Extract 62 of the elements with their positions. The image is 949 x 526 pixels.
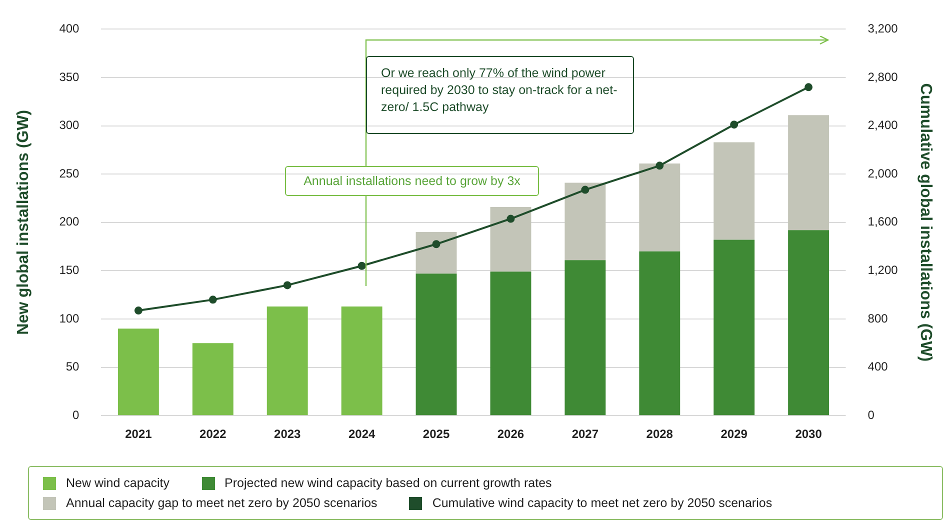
x-tick-label: 2025: [422, 427, 450, 442]
bar: [118, 328, 159, 416]
x-tick-label: 2030: [795, 427, 822, 442]
y2-tick-label: 3,200: [868, 22, 898, 36]
y-tick-label: 150: [59, 263, 80, 278]
legend-label: Projected new wind capacity based on current growth rates: [224, 476, 552, 490]
bar: [564, 260, 606, 416]
y2-tick-label: 2,000: [868, 166, 898, 180]
y-tick-label: 0: [72, 408, 80, 422]
x-tick-label: 2026: [497, 427, 524, 442]
point: [804, 83, 813, 92]
annotation: Annual installations need to grow by 3x: [285, 166, 539, 196]
x-tick-label: 2024: [348, 427, 376, 442]
point: [656, 162, 664, 170]
y2-tick-label: 1,600: [868, 214, 898, 229]
point: [506, 214, 515, 223]
y-tick-label: 100: [59, 311, 80, 326]
point: [283, 281, 292, 290]
y-tick-label: 250: [59, 166, 80, 180]
y2-tick-label: 2,800: [868, 70, 898, 84]
y-tick-label: 350: [59, 70, 80, 84]
legend-label: New wind capacity: [66, 476, 170, 490]
bar: [192, 343, 234, 416]
x-tick-label: 2028: [646, 427, 674, 442]
point: [134, 306, 142, 315]
bar: [788, 115, 830, 230]
point: [358, 262, 366, 270]
y2-tick-label: 800: [868, 311, 888, 326]
point: [730, 120, 738, 129]
y2-tick-label: 0: [868, 408, 875, 422]
legend-label: Cumulative wind capacity to meet net zero by 2050 scenarios: [432, 496, 772, 510]
bar: [639, 251, 680, 416]
bar: [714, 240, 755, 416]
point: [581, 186, 590, 194]
y-tick-label: 50: [66, 360, 80, 374]
bar: [490, 206, 532, 272]
y-tick-label: 200: [59, 214, 80, 229]
bar: [341, 306, 382, 416]
x-tick-label: 2022: [200, 427, 227, 442]
x-tick-label: 2021: [125, 427, 152, 442]
annotation: Or we reach only 77% of the wind power required by 2030 to stay on-track for a net-zero/ 1.5C pathway: [366, 56, 634, 134]
bar: [788, 230, 830, 416]
y2-tick-label: 400: [868, 360, 888, 374]
bar: [416, 274, 457, 416]
bar: [416, 232, 457, 274]
bar: [564, 182, 606, 260]
y2-tick-label: 2,400: [868, 118, 898, 132]
x-tick-label: 2023: [274, 427, 302, 442]
y-axis-title: New global installations (GW): [15, 110, 32, 335]
y-tick-label: 300: [59, 118, 80, 132]
point: [208, 296, 217, 304]
legend-label: Annual capacity gap to meet net zero by 2050 scenarios: [66, 496, 378, 510]
y2-tick-label: 1,200: [868, 263, 898, 278]
bar: [639, 163, 680, 252]
y2-axis-title: Cumulative global installations (GW): [916, 83, 934, 362]
x-tick-label: 2029: [720, 427, 748, 442]
bar: [490, 272, 532, 416]
x-tick-label: 2027: [572, 427, 599, 442]
y-tick-label: 400: [59, 22, 80, 36]
bar: [266, 306, 308, 416]
bar: [714, 142, 755, 240]
point: [432, 240, 440, 248]
